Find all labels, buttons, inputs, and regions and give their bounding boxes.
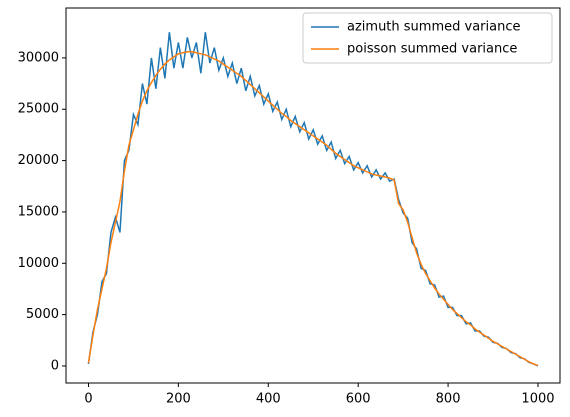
- plot-frame: [65, 7, 561, 384]
- x-tick-label: 1000: [521, 392, 554, 407]
- y-tick-label: 25000: [18, 102, 59, 117]
- x-tick-label: 0: [84, 392, 92, 407]
- x-tick-label: 800: [436, 392, 461, 407]
- y-tick-label: 0: [51, 358, 59, 373]
- y-tick-label: 15000: [18, 204, 59, 219]
- series-line: [87, 32, 539, 367]
- legend-label: poisson summed variance: [347, 42, 517, 57]
- series-line: [87, 50, 539, 367]
- legend-box: [302, 12, 553, 64]
- legend-label: azimuth summed variance: [347, 20, 520, 35]
- x-tick-label: 600: [346, 392, 371, 407]
- x-tick-label: 200: [166, 392, 191, 407]
- y-tick-label: 30000: [18, 50, 59, 65]
- y-tick-label: 10000: [18, 256, 59, 271]
- y-tick-label: 20000: [18, 153, 59, 168]
- y-tick-label: 5000: [26, 307, 59, 322]
- x-tick-label: 400: [256, 392, 281, 407]
